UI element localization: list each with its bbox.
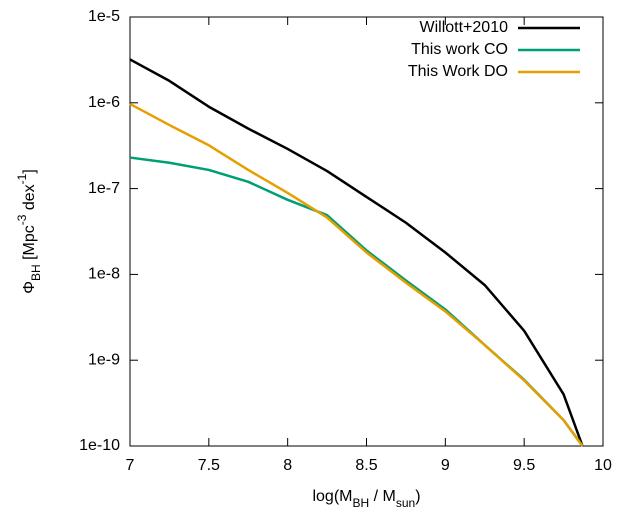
x-tick-label: 10	[594, 457, 612, 474]
legend-label: This Work DO	[408, 63, 508, 80]
y-axis-label-part: BH	[29, 264, 43, 281]
y-tick-label: 1e-10	[79, 437, 120, 454]
x-tick-label: 8.5	[355, 457, 377, 474]
y-axis-label-part: ]	[21, 169, 38, 173]
y-tick-label: 1e-9	[88, 351, 120, 368]
y-axis-label-part: [Mpc	[21, 225, 38, 264]
x-axis-label-part: / M	[369, 488, 396, 505]
series-line	[129, 156, 584, 447]
series-line	[129, 58, 584, 447]
y-axis-label-part: -3	[15, 214, 29, 225]
x-tick-label: 9.5	[513, 457, 535, 474]
y-axis-label: ΦBH [Mpc-3 dex-1]	[15, 169, 43, 294]
x-axis-label-part: BH	[352, 496, 369, 510]
y-tick-label: 1e-6	[88, 94, 120, 111]
x-tick-label: 8	[283, 457, 292, 474]
y-tick-label: 1e-5	[88, 8, 120, 25]
series-line	[129, 102, 584, 447]
x-axis-label: log(MBH / Msun)	[312, 488, 420, 510]
plot-frame	[129, 16, 604, 447]
x-tick-label: 7.5	[198, 457, 220, 474]
y-axis-label-part: dex	[21, 184, 38, 214]
x-tick-label: 9	[441, 457, 450, 474]
y-tick-label: 1e-7	[88, 180, 120, 197]
y-axis-label-part: -1	[15, 173, 29, 184]
legend-label: Willott+2010	[420, 19, 509, 36]
legend-label: This work CO	[411, 41, 508, 58]
x-axis-label-part: sun	[396, 496, 415, 510]
y-axis-label-part: Φ	[21, 281, 38, 294]
x-axis-label-part: )	[415, 488, 420, 505]
y-tick-label: 1e-8	[88, 266, 120, 283]
x-axis-label-part: log(M	[312, 488, 352, 505]
x-tick-label: 7	[126, 457, 135, 474]
